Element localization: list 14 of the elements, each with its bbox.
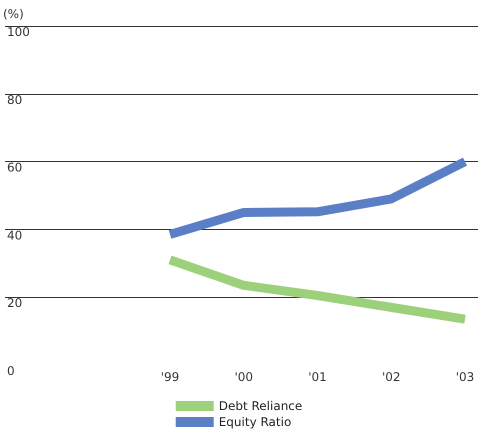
- legend-label: Equity Ratio: [218, 415, 292, 429]
- y-tick-label: 100: [7, 25, 30, 39]
- x-tick-label: '03: [456, 370, 474, 384]
- y-tick-label: 60: [7, 160, 22, 175]
- x-tick-label: '00: [234, 370, 254, 384]
- y-tick-label: 20: [7, 296, 22, 310]
- y-axis-title: (%): [3, 7, 24, 21]
- legend-label: Debt Reliance: [218, 399, 302, 413]
- x-tick-label: '99: [160, 370, 180, 384]
- y-tick-label: 40: [7, 228, 22, 242]
- x-tick-label: '02: [382, 370, 401, 384]
- x-tick-label: '01: [308, 370, 327, 384]
- y-tick-label: 80: [7, 92, 22, 107]
- y-tick-label: 0: [7, 364, 15, 378]
